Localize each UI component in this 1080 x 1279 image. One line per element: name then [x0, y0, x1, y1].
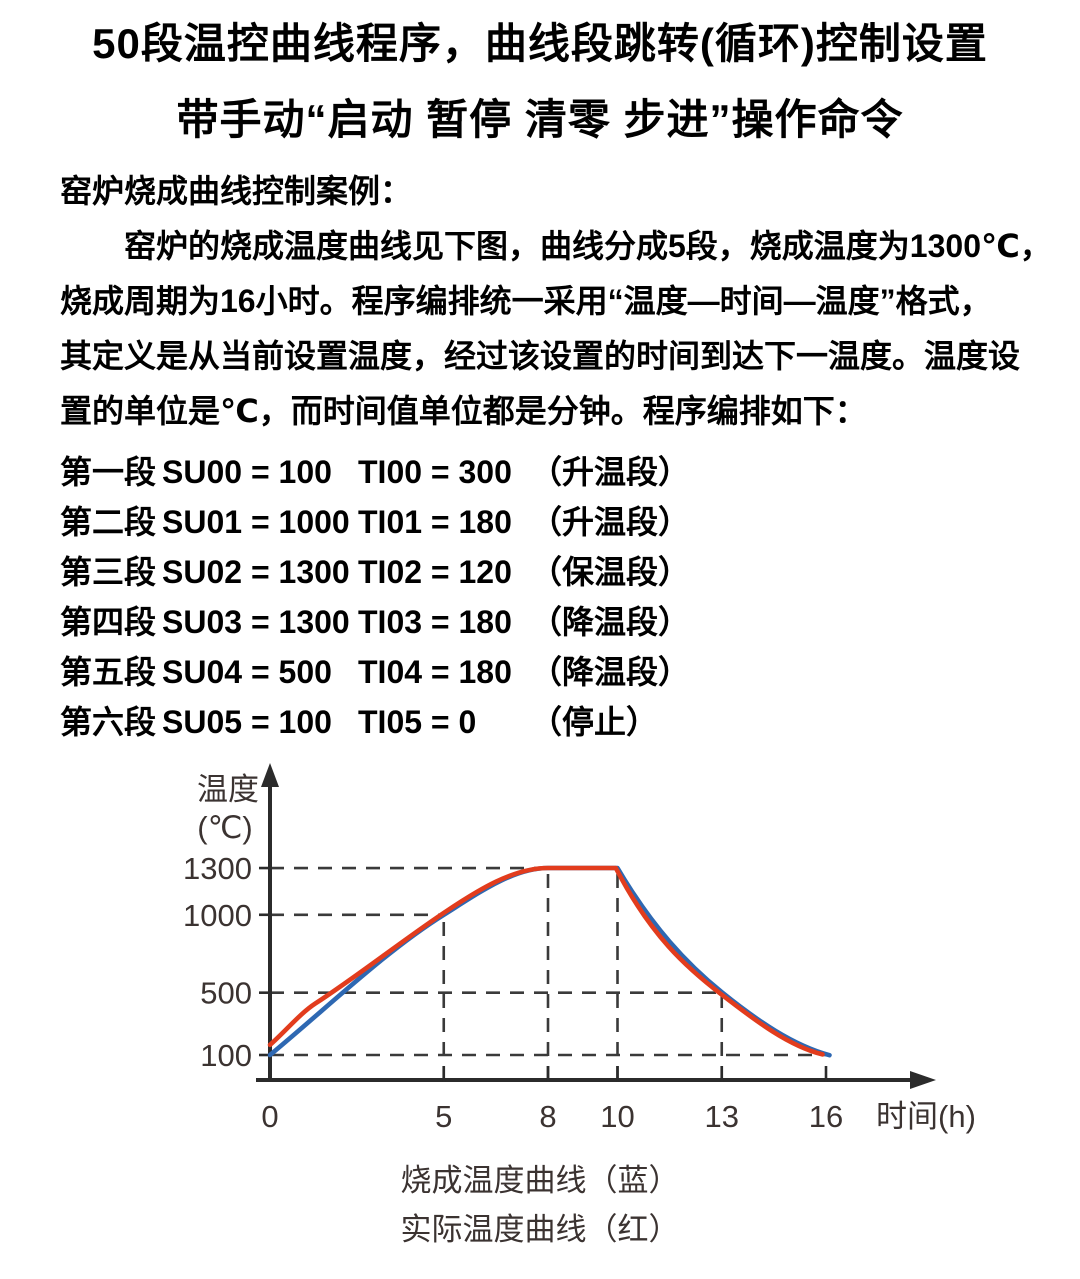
segment-ti-value: TI04 = 180: [358, 654, 512, 690]
segment-label: 第三段: [60, 554, 157, 590]
page-title-line-2: 带手动“启动 暂停 清零 步进”操作命令: [176, 96, 904, 143]
x-tick-label-8: 8: [539, 1099, 556, 1134]
segment-note: （停止）: [530, 704, 659, 740]
x-tick-label-5: 5: [435, 1099, 452, 1134]
segment-ti-value: TI02 = 120: [358, 554, 512, 590]
segment-row: 第二段 SU01 = 1000 TI01 = 180 （升温段）: [60, 497, 1022, 547]
x-axis-arrow: [910, 1071, 936, 1089]
segment-ti-value: TI05 = 0: [358, 704, 477, 740]
x-tick-label-10: 10: [600, 1099, 634, 1134]
segment-ti-value: TI03 = 180: [358, 604, 512, 640]
segment-note: （保温段）: [530, 554, 691, 590]
segment-row: 第六段 SU05 = 100 TI05 = 0 （停止）: [60, 697, 1022, 747]
paragraph: 窑炉的烧成温度曲线见下图，曲线分成5段，烧成温度为1300℃， 烧成周期为16小时…: [60, 219, 1052, 439]
segment-label: 第五段: [60, 654, 157, 690]
y-axis-arrow: [261, 763, 279, 787]
x-tick-label-0: 0: [261, 1099, 278, 1134]
segment-note: （升温段）: [530, 504, 691, 540]
x-tick-label-13: 13: [705, 1099, 739, 1134]
chart-legend: 烧成温度曲线（蓝） 实际温度曲线（红）: [0, 1156, 1080, 1254]
segment-label: 第一段: [60, 454, 157, 490]
body-block: 窑炉烧成曲线控制案例： 窑炉的烧成温度曲线见下图，曲线分成5段，烧成温度为130…: [60, 164, 1052, 439]
segment-note: （降温段）: [530, 654, 691, 690]
segment-row: 第三段 SU02 = 1300 TI02 = 120 （保温段）: [60, 547, 1022, 597]
segment-row: 第五段 SU04 = 500 TI04 = 180 （降温段）: [60, 647, 1022, 697]
segment-note: （降温段）: [530, 604, 691, 640]
segment-su-value: SU05 = 100: [162, 704, 332, 740]
segment-row: 第一段 SU00 = 100 TI00 = 300 （升温段）: [60, 447, 1022, 497]
y-axis-label-line1: 温度: [197, 772, 259, 807]
segment-label: 第六段: [60, 704, 157, 740]
paragraph-line: 窑炉的烧成温度曲线见下图，曲线分成5段，烧成温度为1300℃，: [124, 228, 1052, 264]
case-heading: 窑炉烧成曲线控制案例：: [60, 173, 413, 209]
segment-note: （升温段）: [530, 454, 691, 490]
legend-line-blue: 烧成温度曲线（蓝）: [400, 1163, 680, 1198]
paragraph-line: 其定义是从当前设置温度，经过该设置的时间到达下一温度。温度设: [60, 338, 1021, 374]
segment-su-value: SU04 = 500: [162, 654, 332, 690]
segment-label: 第二段: [60, 504, 157, 540]
segment-ti-value: TI00 = 300: [358, 454, 512, 490]
y-tick-label-100: 100: [200, 1038, 252, 1073]
legend-line-red: 实际温度曲线（红）: [400, 1212, 680, 1247]
y-tick-label-1300: 1300: [183, 851, 252, 886]
segment-su-value: SU03 = 1300: [162, 604, 350, 640]
y-axis-label-line2: (℃): [197, 810, 252, 845]
x-tick-label-16: 16: [809, 1099, 843, 1134]
y-tick-label-1000: 1000: [183, 898, 252, 933]
actual-temperature-curve-red: [267, 865, 825, 1057]
page-title-line-1: 50段温控曲线程序，曲线段跳转(循环)控制设置: [92, 20, 988, 67]
program-segments-list: 第一段 SU00 = 100 TI00 = 300 （升温段） 第二段 SU01 = 10…: [60, 447, 1022, 747]
title-block: 50段温控曲线程序，曲线段跳转(循环)控制设置 带手动“启动 暂停 清零 步进”…: [0, 0, 1080, 158]
firing-curve-chart: 0 5 8 10 13 16 100 500 1000 1300 温度(℃) 时间(h): [183, 763, 976, 1134]
segment-label: 第四段: [60, 604, 157, 640]
segment-row: 第四段 SU03 = 1300 TI03 = 180 （降温段）: [60, 597, 1022, 647]
segment-su-value: SU02 = 1300: [162, 554, 350, 590]
segment-su-value: SU01 = 1000: [162, 504, 350, 540]
segment-su-value: SU00 = 100: [162, 454, 332, 490]
x-axis-label: 时间(h): [876, 1099, 976, 1134]
segment-ti-value: TI01 = 180: [358, 504, 512, 540]
paragraph-line: 烧成周期为16小时。程序编排统一采用“温度—时间—温度”格式，: [60, 283, 992, 319]
set-temperature-curve-blue: [267, 865, 832, 1058]
y-tick-label-500: 500: [200, 976, 252, 1011]
paragraph-line: 置的单位是℃，而时间值单位都是分钟。程序编排如下：: [60, 393, 867, 429]
